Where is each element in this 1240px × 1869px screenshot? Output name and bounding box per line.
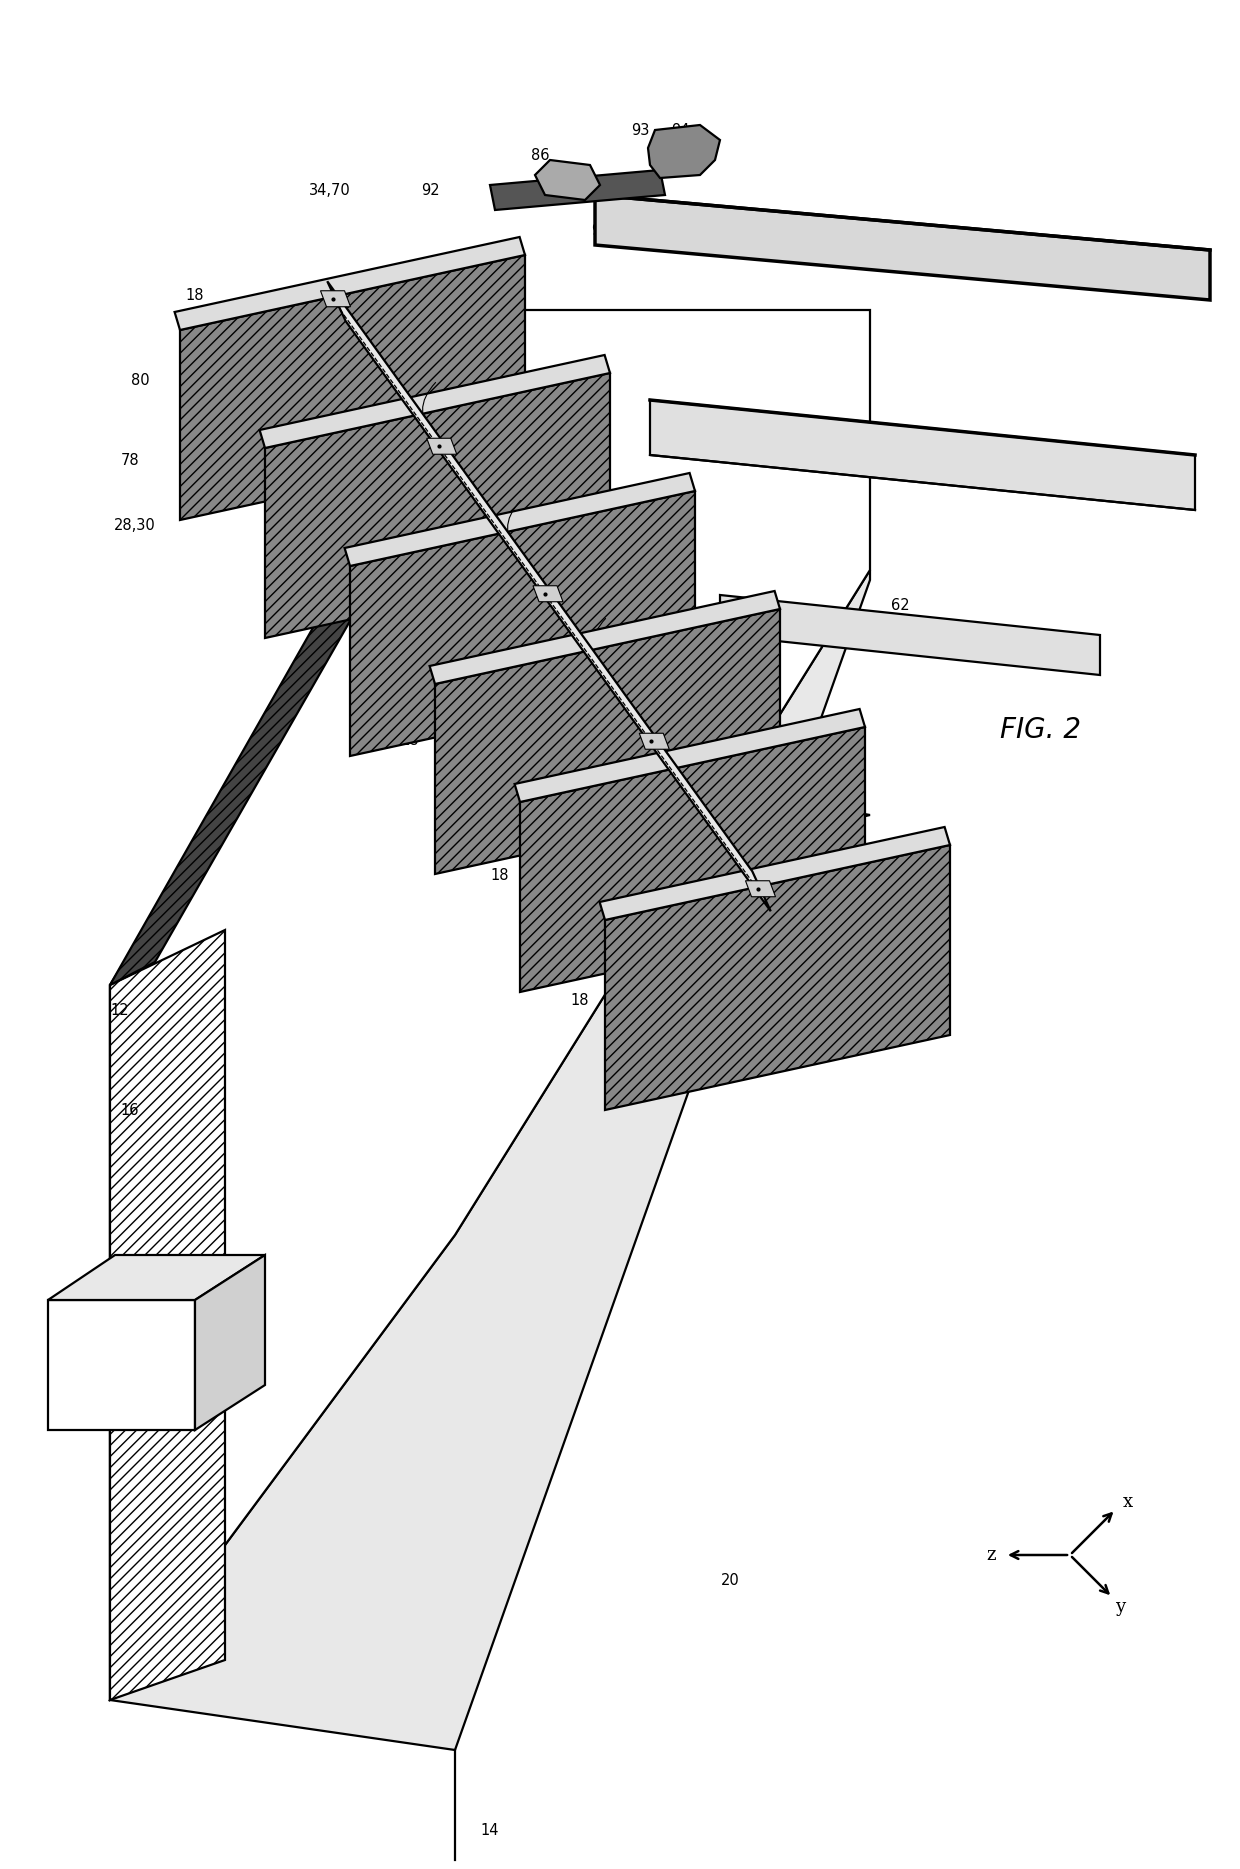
Polygon shape [435,609,780,875]
Text: 64: 64 [461,262,479,277]
Text: 20: 20 [720,1572,739,1587]
Polygon shape [720,594,1100,675]
Text: 12: 12 [110,1002,129,1017]
Polygon shape [650,400,1195,510]
Polygon shape [427,437,456,454]
Text: z: z [986,1546,996,1564]
Polygon shape [533,585,563,602]
Polygon shape [694,807,835,1039]
Text: x: x [1122,1493,1132,1510]
Text: 66: 66 [546,417,564,432]
Polygon shape [345,473,694,566]
Polygon shape [175,237,525,331]
Polygon shape [595,194,1210,301]
Text: 34,70: 34,70 [309,183,351,198]
Polygon shape [110,310,870,1701]
Text: 66: 66 [486,312,505,327]
Polygon shape [640,733,670,749]
Polygon shape [350,492,694,755]
Text: FIG. 2: FIG. 2 [999,716,1080,744]
Text: 18: 18 [491,867,510,882]
Polygon shape [48,1301,195,1430]
Text: 18: 18 [401,733,419,748]
Polygon shape [320,292,351,307]
Text: 18: 18 [301,467,319,482]
Text: 80: 80 [130,372,149,387]
Text: 18: 18 [570,992,589,1007]
Polygon shape [195,1254,265,1430]
Text: 66: 66 [590,523,609,538]
Polygon shape [701,813,825,1035]
Text: 90: 90 [590,222,609,237]
Polygon shape [694,807,870,847]
Text: 2: 2 [91,1303,99,1318]
Text: 78: 78 [120,452,139,467]
Text: 28,30: 28,30 [114,518,156,533]
Text: 86: 86 [531,148,549,163]
Polygon shape [48,1254,265,1301]
Text: 16: 16 [120,1103,139,1118]
Text: 18: 18 [186,288,205,303]
Text: 14: 14 [481,1822,500,1837]
Polygon shape [649,125,720,178]
Polygon shape [110,316,525,985]
Polygon shape [515,708,866,802]
Text: 93: 93 [631,123,650,138]
Text: 64: 64 [531,458,549,473]
Text: 66: 66 [616,677,634,693]
Polygon shape [265,374,610,637]
Polygon shape [180,254,525,520]
Polygon shape [259,355,610,449]
Text: 60: 60 [786,753,805,768]
Polygon shape [600,826,950,920]
Text: 94: 94 [671,123,689,138]
Text: 88: 88 [691,807,709,822]
Polygon shape [520,727,866,992]
Polygon shape [110,961,155,1701]
Polygon shape [327,280,771,912]
Text: 62: 62 [890,598,909,613]
Text: 18: 18 [351,602,370,617]
Text: y: y [1115,1598,1126,1617]
Polygon shape [490,170,665,209]
Text: 92: 92 [420,183,439,198]
Polygon shape [429,591,780,684]
Polygon shape [605,845,950,1110]
Polygon shape [110,931,224,1701]
Text: 64: 64 [580,613,599,628]
Polygon shape [745,880,775,897]
Polygon shape [534,161,600,200]
Text: 90: 90 [760,613,779,628]
Text: 58: 58 [706,888,724,903]
Polygon shape [110,570,870,1749]
